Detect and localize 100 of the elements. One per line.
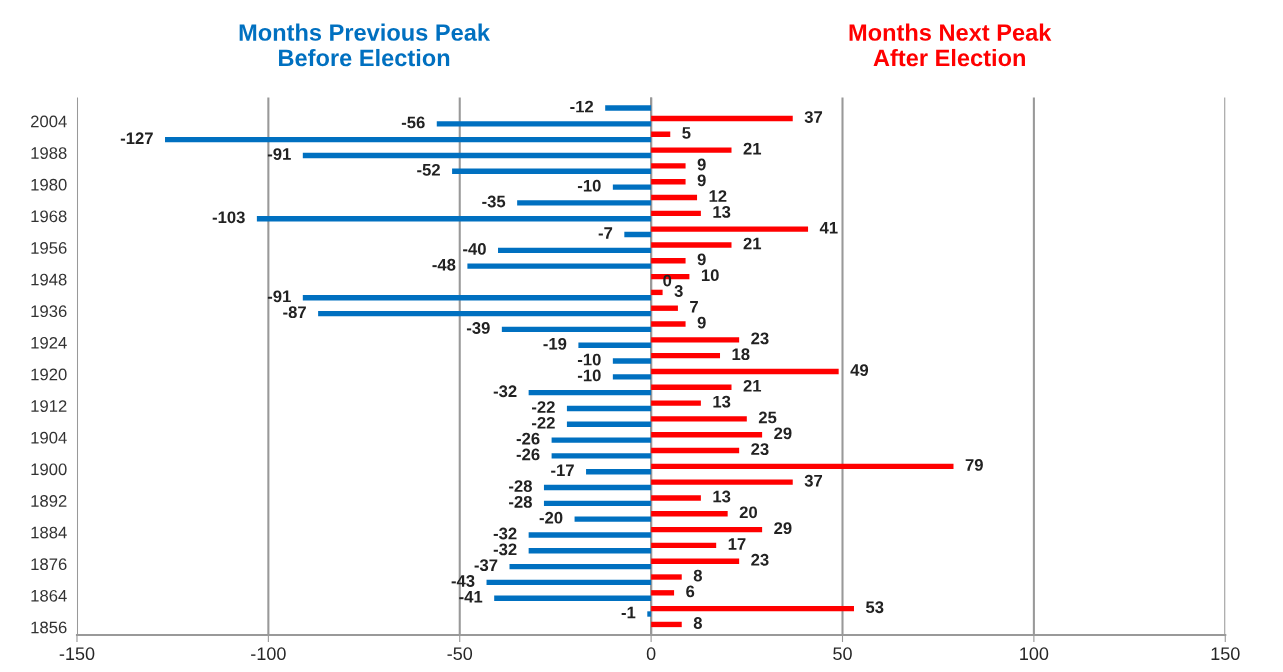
data-label: 23 bbox=[751, 553, 769, 566]
bar bbox=[528, 548, 652, 554]
data-label: 25 bbox=[758, 411, 777, 424]
bar bbox=[651, 574, 682, 580]
bar bbox=[612, 184, 652, 190]
y-tick-label: 1920 bbox=[31, 368, 67, 381]
x-tick-label: 0 bbox=[646, 647, 656, 661]
bar bbox=[651, 400, 701, 406]
bar bbox=[498, 247, 652, 254]
bar bbox=[651, 368, 839, 375]
x-tick-label: -100 bbox=[251, 647, 286, 661]
bar bbox=[651, 337, 740, 343]
bar bbox=[586, 469, 652, 475]
data-label: 21 bbox=[743, 142, 762, 155]
bar bbox=[651, 305, 678, 311]
bar bbox=[528, 389, 652, 396]
data-label: 79 bbox=[965, 459, 983, 471]
data-label: -10 bbox=[577, 179, 601, 192]
data-label: 37 bbox=[804, 474, 823, 487]
bar bbox=[509, 563, 652, 570]
data-label: -22 bbox=[532, 416, 555, 429]
bar bbox=[651, 194, 698, 201]
bar bbox=[528, 532, 652, 538]
bar bbox=[651, 526, 763, 533]
bar bbox=[651, 621, 682, 628]
y-tick-label: 1948 bbox=[31, 273, 67, 286]
bar bbox=[651, 179, 686, 185]
data-label: 29 bbox=[774, 427, 792, 440]
data-label: -91 bbox=[267, 148, 291, 160]
bar bbox=[566, 421, 652, 427]
bar bbox=[651, 384, 732, 390]
data-label: 8 bbox=[693, 617, 702, 629]
data-label: 8 bbox=[693, 569, 702, 582]
data-label: -19 bbox=[543, 337, 567, 350]
bar bbox=[651, 479, 793, 485]
data-label: -35 bbox=[482, 195, 506, 208]
data-label: 9 bbox=[697, 174, 706, 187]
bar bbox=[651, 447, 740, 454]
bar bbox=[452, 168, 652, 174]
bar bbox=[651, 210, 701, 217]
data-label: -26 bbox=[516, 448, 540, 461]
bar bbox=[651, 131, 671, 137]
bar bbox=[651, 289, 663, 296]
x-tick-label: 100 bbox=[1020, 647, 1049, 661]
y-tick-label: 1968 bbox=[31, 210, 67, 223]
bar bbox=[651, 463, 954, 470]
y-tick-label: 1988 bbox=[31, 147, 67, 159]
bar bbox=[551, 453, 652, 459]
data-label: -7 bbox=[598, 227, 613, 239]
data-label: 12 bbox=[709, 190, 727, 202]
bar bbox=[494, 595, 652, 601]
data-label: 17 bbox=[728, 538, 746, 550]
data-label: -103 bbox=[212, 211, 245, 224]
bar bbox=[566, 405, 652, 412]
bar bbox=[651, 432, 763, 438]
y-tick-label: 1956 bbox=[31, 242, 67, 254]
bar bbox=[651, 352, 721, 359]
data-label: 49 bbox=[850, 364, 869, 376]
bar bbox=[256, 216, 652, 222]
y-tick-label: 1876 bbox=[31, 558, 67, 571]
bar bbox=[651, 542, 717, 549]
bar bbox=[302, 152, 652, 159]
y-tick-label: 1856 bbox=[31, 621, 67, 634]
y-tick-label: 1924 bbox=[31, 336, 67, 349]
data-label: -32 bbox=[493, 527, 517, 540]
data-label: -39 bbox=[466, 322, 490, 334]
data-label: 41 bbox=[819, 222, 838, 234]
y-tick-label: 1912 bbox=[31, 400, 67, 412]
bar bbox=[543, 500, 652, 507]
bar bbox=[551, 437, 652, 443]
data-label: 9 bbox=[697, 316, 706, 329]
bar bbox=[543, 484, 652, 491]
bar bbox=[647, 611, 652, 617]
data-label: -91 bbox=[267, 290, 291, 303]
bar bbox=[651, 242, 732, 248]
y-tick-label: 1864 bbox=[31, 589, 67, 602]
bar bbox=[574, 516, 652, 522]
text: Months Previous Peak Before Election bbox=[239, 23, 491, 67]
data-label: 21 bbox=[743, 237, 762, 250]
x-tick-label: -50 bbox=[447, 647, 473, 661]
data-label: -12 bbox=[570, 100, 594, 113]
data-label: 6 bbox=[686, 585, 695, 598]
data-label: -43 bbox=[451, 575, 475, 587]
data-label: -10 bbox=[577, 353, 601, 366]
x-tick-label: 50 bbox=[833, 647, 852, 661]
data-label: 23 bbox=[751, 332, 769, 345]
bar bbox=[651, 605, 854, 612]
data-label: -10 bbox=[577, 369, 601, 382]
bar bbox=[612, 374, 652, 380]
x-tick-label: -150 bbox=[59, 647, 95, 661]
data-label: -87 bbox=[283, 306, 306, 319]
bar bbox=[651, 511, 728, 517]
data-label: 13 bbox=[713, 395, 731, 408]
data-label: 53 bbox=[865, 601, 884, 614]
bar bbox=[467, 263, 652, 269]
data-label: 37 bbox=[804, 111, 823, 123]
y-tick-label: 1892 bbox=[31, 495, 67, 507]
bar bbox=[605, 105, 652, 111]
bar bbox=[624, 231, 652, 238]
data-label: 13 bbox=[713, 490, 731, 503]
